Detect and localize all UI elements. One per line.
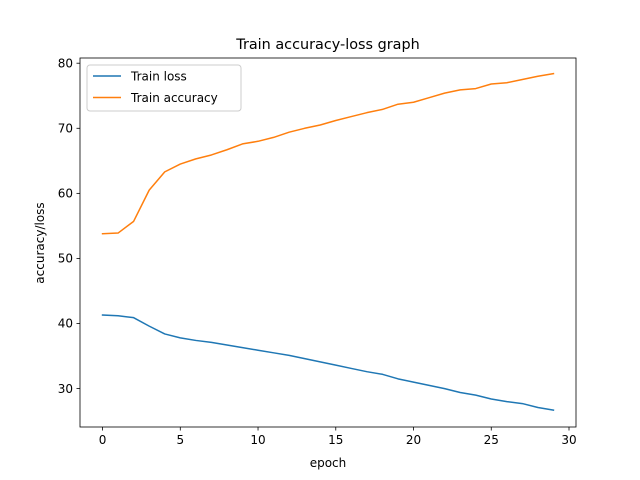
axes-frame [79, 57, 577, 428]
x-tick-label-0: 0 [99, 433, 107, 447]
series-line-1 [101, 314, 555, 411]
legend: Train loss Train accuracy [86, 64, 242, 112]
x-tick-label-30: 30 [561, 433, 576, 447]
y-tick-label-40: 40 [58, 317, 73, 331]
axes: 0 5 10 15 20 25 30 30 40 50 60 70 80 [58, 56, 577, 447]
legend-label-2: Train accuracy [130, 91, 218, 105]
y-axis-label: accuracy/loss [33, 202, 47, 283]
legend-label-1: Train loss [130, 69, 187, 83]
y-tick-label-50: 50 [58, 252, 73, 266]
series-line-2 [101, 72, 555, 235]
plot-area [101, 72, 555, 411]
y-tick-label-60: 60 [58, 187, 73, 201]
x-tick-label-10: 10 [250, 433, 265, 447]
x-tick-label-25: 25 [484, 433, 499, 447]
chart-title: Train accuracy-loss graph [235, 37, 419, 53]
y-tick-label-30: 30 [58, 382, 73, 396]
x-tick-label-5: 5 [176, 433, 184, 447]
y-tick-label-80: 80 [58, 56, 73, 70]
x-tick-label-20: 20 [406, 433, 421, 447]
y-tick-label-70: 70 [58, 121, 73, 135]
x-tick-label-15: 15 [328, 433, 343, 447]
x-axis-label: epoch [310, 456, 347, 470]
legend-box [86, 64, 242, 112]
